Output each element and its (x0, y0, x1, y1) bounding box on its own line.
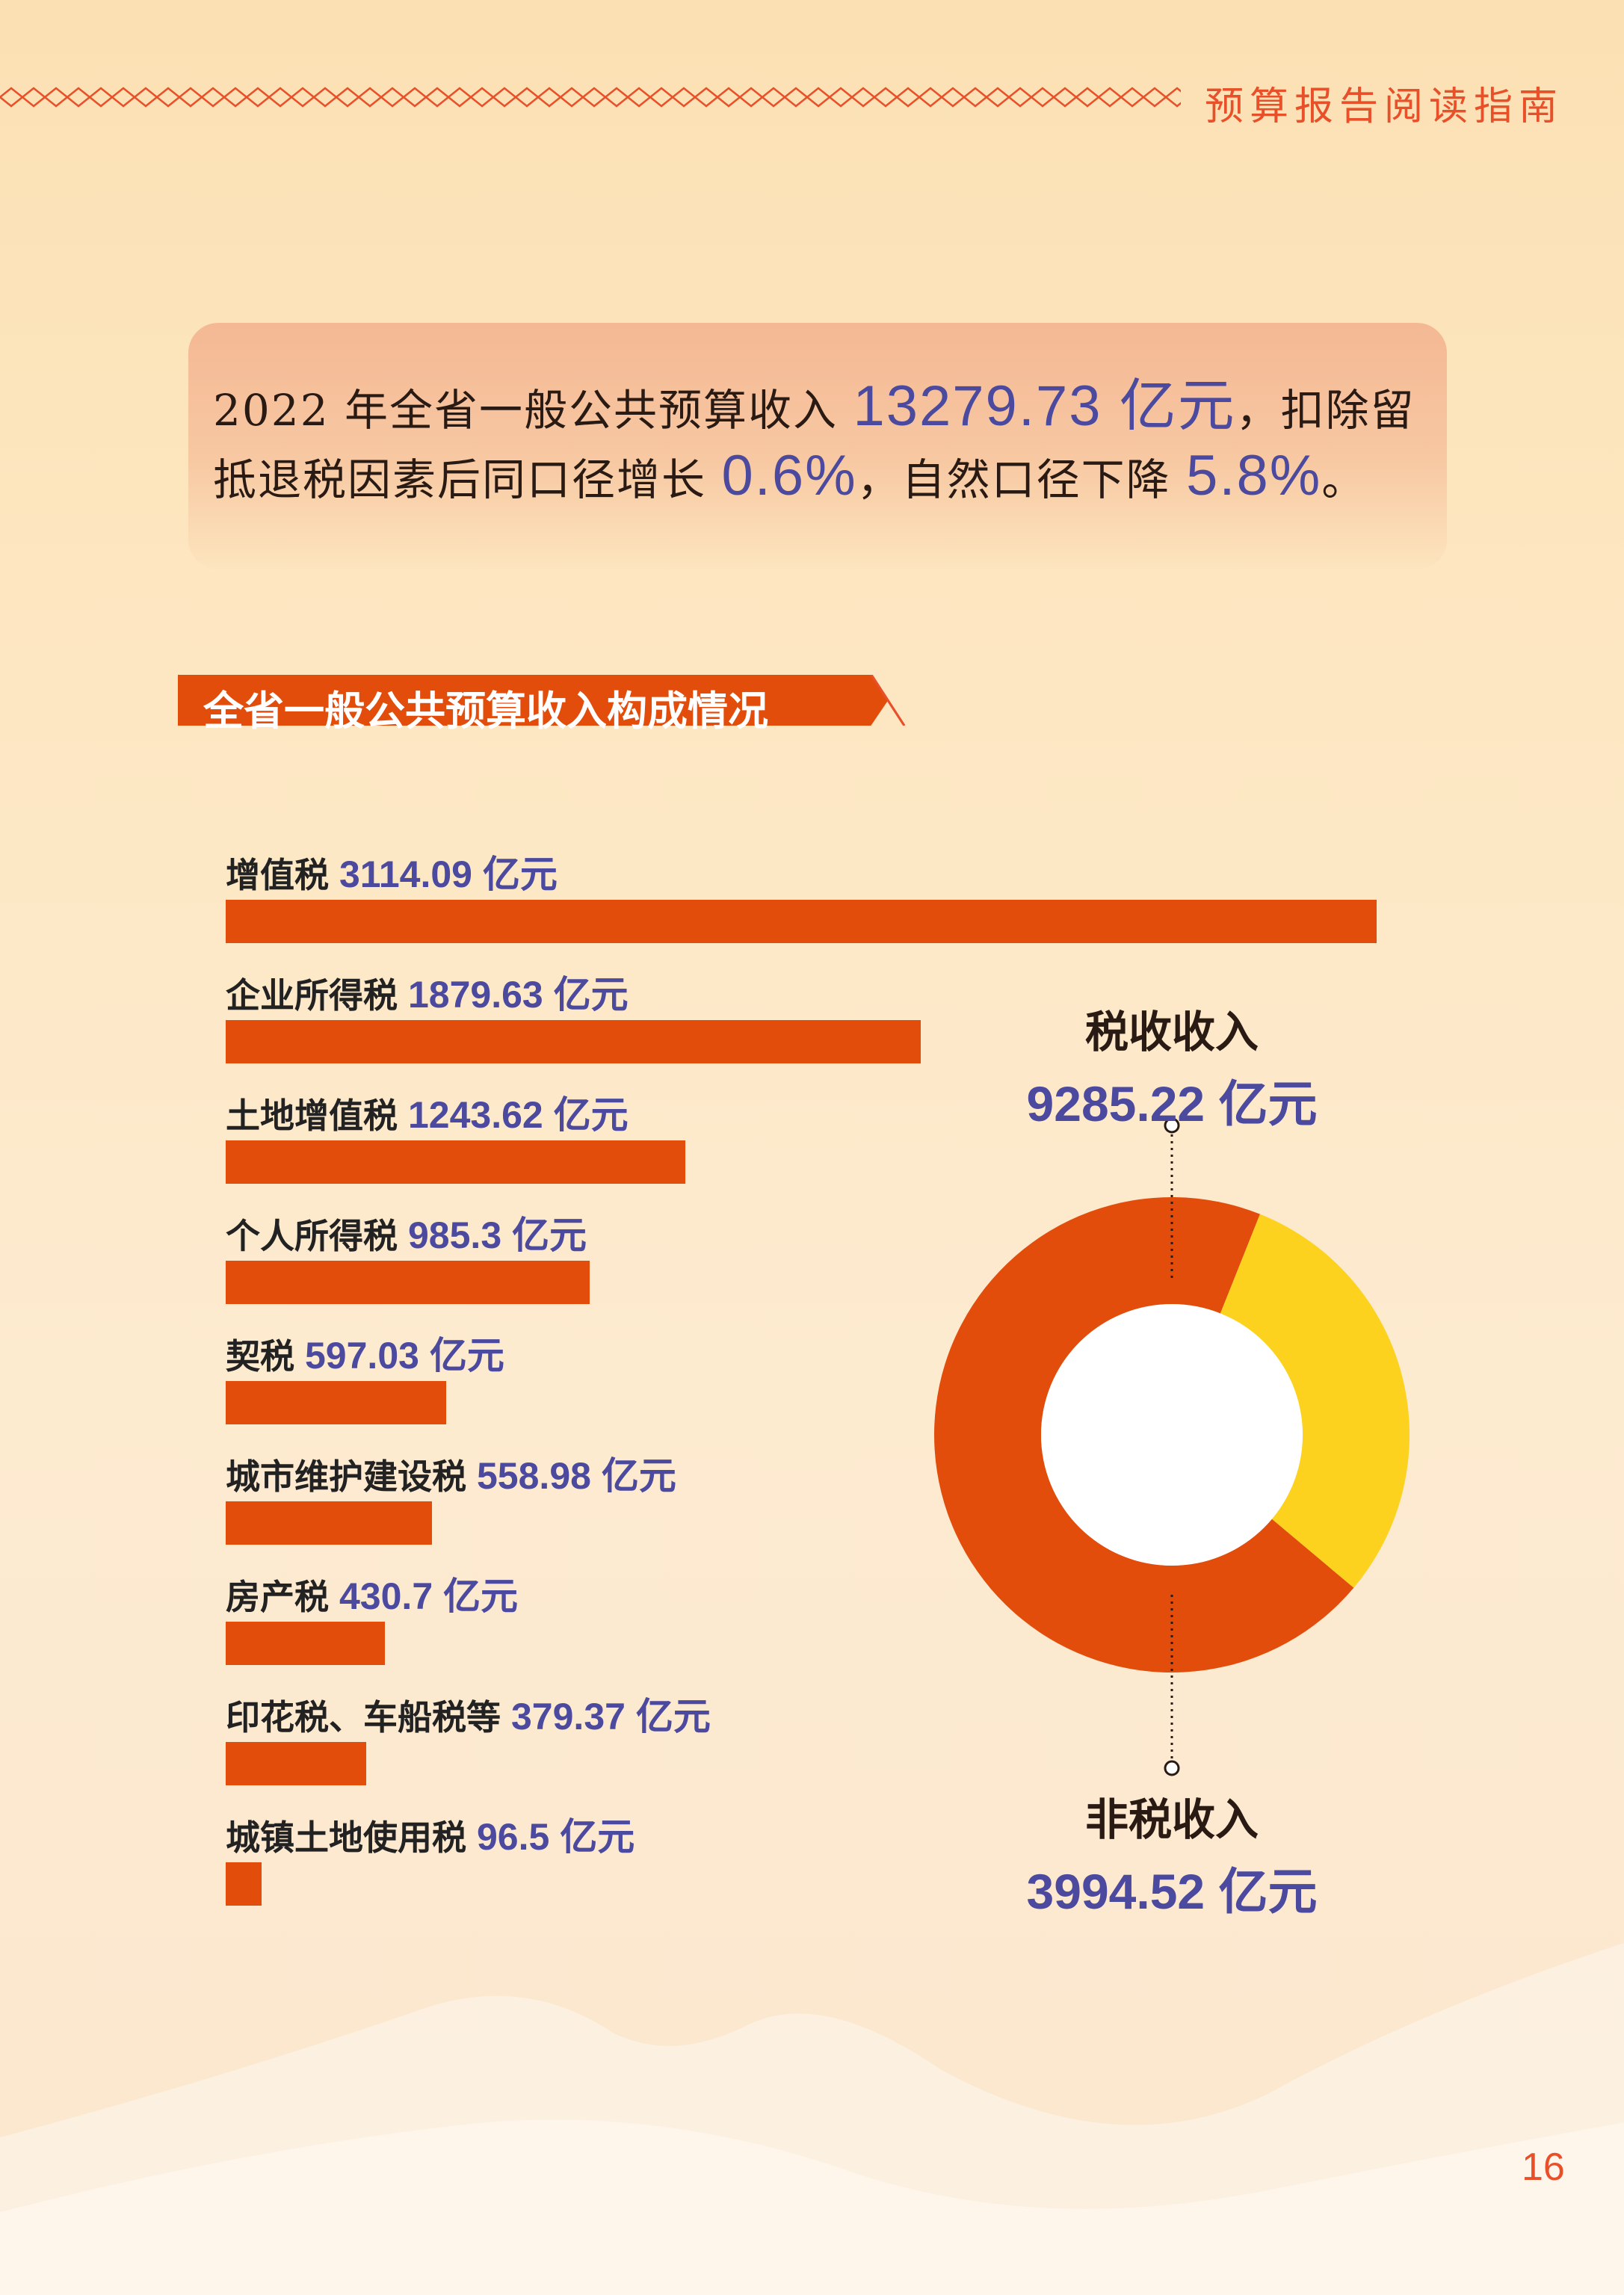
tax-revenue-amount: 9285.22 亿元 (1026, 1076, 1318, 1131)
section-title-banner: 全省一般公共预算收入构成情况 (178, 675, 906, 735)
tax-revenue-label: 税收收入 9285.22 亿元 (948, 997, 1396, 1136)
bar (226, 1622, 385, 1665)
summary-growth: 0.6% (721, 444, 857, 507)
bar-value-label: 597.03 亿元 (305, 1335, 504, 1377)
bar (226, 900, 1377, 943)
bar-value-label: 1243.62 亿元 (408, 1094, 629, 1136)
bar-category-label: 印花税、车船税等 (226, 1697, 501, 1738)
bar-value-label: 430.7 亿元 (339, 1575, 519, 1617)
bar (226, 1140, 685, 1184)
header-title: 预算报告阅读指南 (1205, 84, 1564, 129)
bar-category-label: 土地增值税 (226, 1096, 398, 1136)
bar-category-label: 增值税 (226, 855, 329, 895)
summary-text: 2022 年全省一般公共预算收入 13279.73 亿元，扣除留抵退税因素后同口… (213, 374, 1439, 513)
bar (226, 1742, 366, 1785)
summary-total: 13279.73 亿元 (853, 374, 1236, 438)
zigzag-divider-icon (0, 82, 1181, 112)
bar-label: 企业所得税 1879.63 亿元 (226, 965, 629, 1019)
section-title: 全省一般公共预算收入构成情况 (203, 688, 768, 735)
tax-revenue-name: 税收收入 (1084, 1007, 1259, 1057)
donut-slice (1220, 1214, 1410, 1588)
bar-category-label: 房产税 (226, 1577, 329, 1617)
bar-label: 增值税 3114.09 亿元 (226, 844, 558, 898)
bar-label: 个人所得税 985.3 亿元 (226, 1205, 587, 1259)
summary-box (188, 323, 1447, 569)
summary-part4: 。 (1321, 454, 1367, 505)
summary-decline: 5.8% (1186, 444, 1322, 507)
bar-value-label: 96.5 亿元 (477, 1816, 635, 1858)
bar-category-label: 企业所得税 (226, 975, 398, 1016)
donut-chart (934, 1197, 1410, 1672)
bar-label: 房产税 430.7 亿元 (226, 1566, 518, 1620)
summary-part3: ，自然口径下降 (856, 454, 1187, 505)
nontax-revenue-name: 非税收入 (1084, 1794, 1259, 1845)
donut-hole (1041, 1304, 1303, 1566)
bar (226, 1862, 262, 1906)
nontax-connector-line (1164, 1595, 1180, 1776)
bar-category-label: 契税 (226, 1336, 294, 1377)
summary-part2: ，扣除留抵退税因素后同口径增长 (213, 385, 1415, 505)
bar-label: 契税 597.03 亿元 (226, 1326, 504, 1380)
bar-value-label: 558.98 亿元 (477, 1455, 676, 1497)
banner-shape-icon (178, 675, 906, 726)
bar-category-label: 城镇土地使用税 (226, 1817, 466, 1858)
donut-slice (934, 1197, 1354, 1672)
bar-label: 城市维护建设税 558.98 亿元 (226, 1446, 676, 1500)
nontax-revenue-amount: 3994.52 亿元 (1026, 1864, 1318, 1919)
bar-value-label: 1879.63 亿元 (408, 974, 629, 1016)
bar-category-label: 个人所得税 (226, 1216, 398, 1256)
bar (226, 1261, 590, 1304)
bar (226, 1020, 921, 1063)
nontax-revenue-label: 非税收入 3994.52 亿元 (948, 1785, 1396, 1924)
tax-connector-line (1164, 1117, 1180, 1282)
bar (226, 1381, 446, 1424)
bar-category-label: 城市维护建设税 (226, 1457, 466, 1497)
page-number: 16 (1522, 2146, 1565, 2189)
bar-label: 土地增值税 1243.62 亿元 (226, 1085, 629, 1139)
mountain-background (0, 1943, 1624, 2295)
bar-value-label: 3114.09 亿元 (339, 853, 558, 895)
bar-label: 印花税、车船税等 379.37 亿元 (226, 1687, 711, 1740)
bar-value-label: 379.37 亿元 (511, 1696, 711, 1738)
bar-label: 城镇土地使用税 96.5 亿元 (226, 1807, 635, 1861)
bar (226, 1501, 432, 1545)
bar-value-label: 985.3 亿元 (408, 1214, 587, 1256)
summary-part1: 2022 年全省一般公共预算收入 (213, 385, 853, 436)
